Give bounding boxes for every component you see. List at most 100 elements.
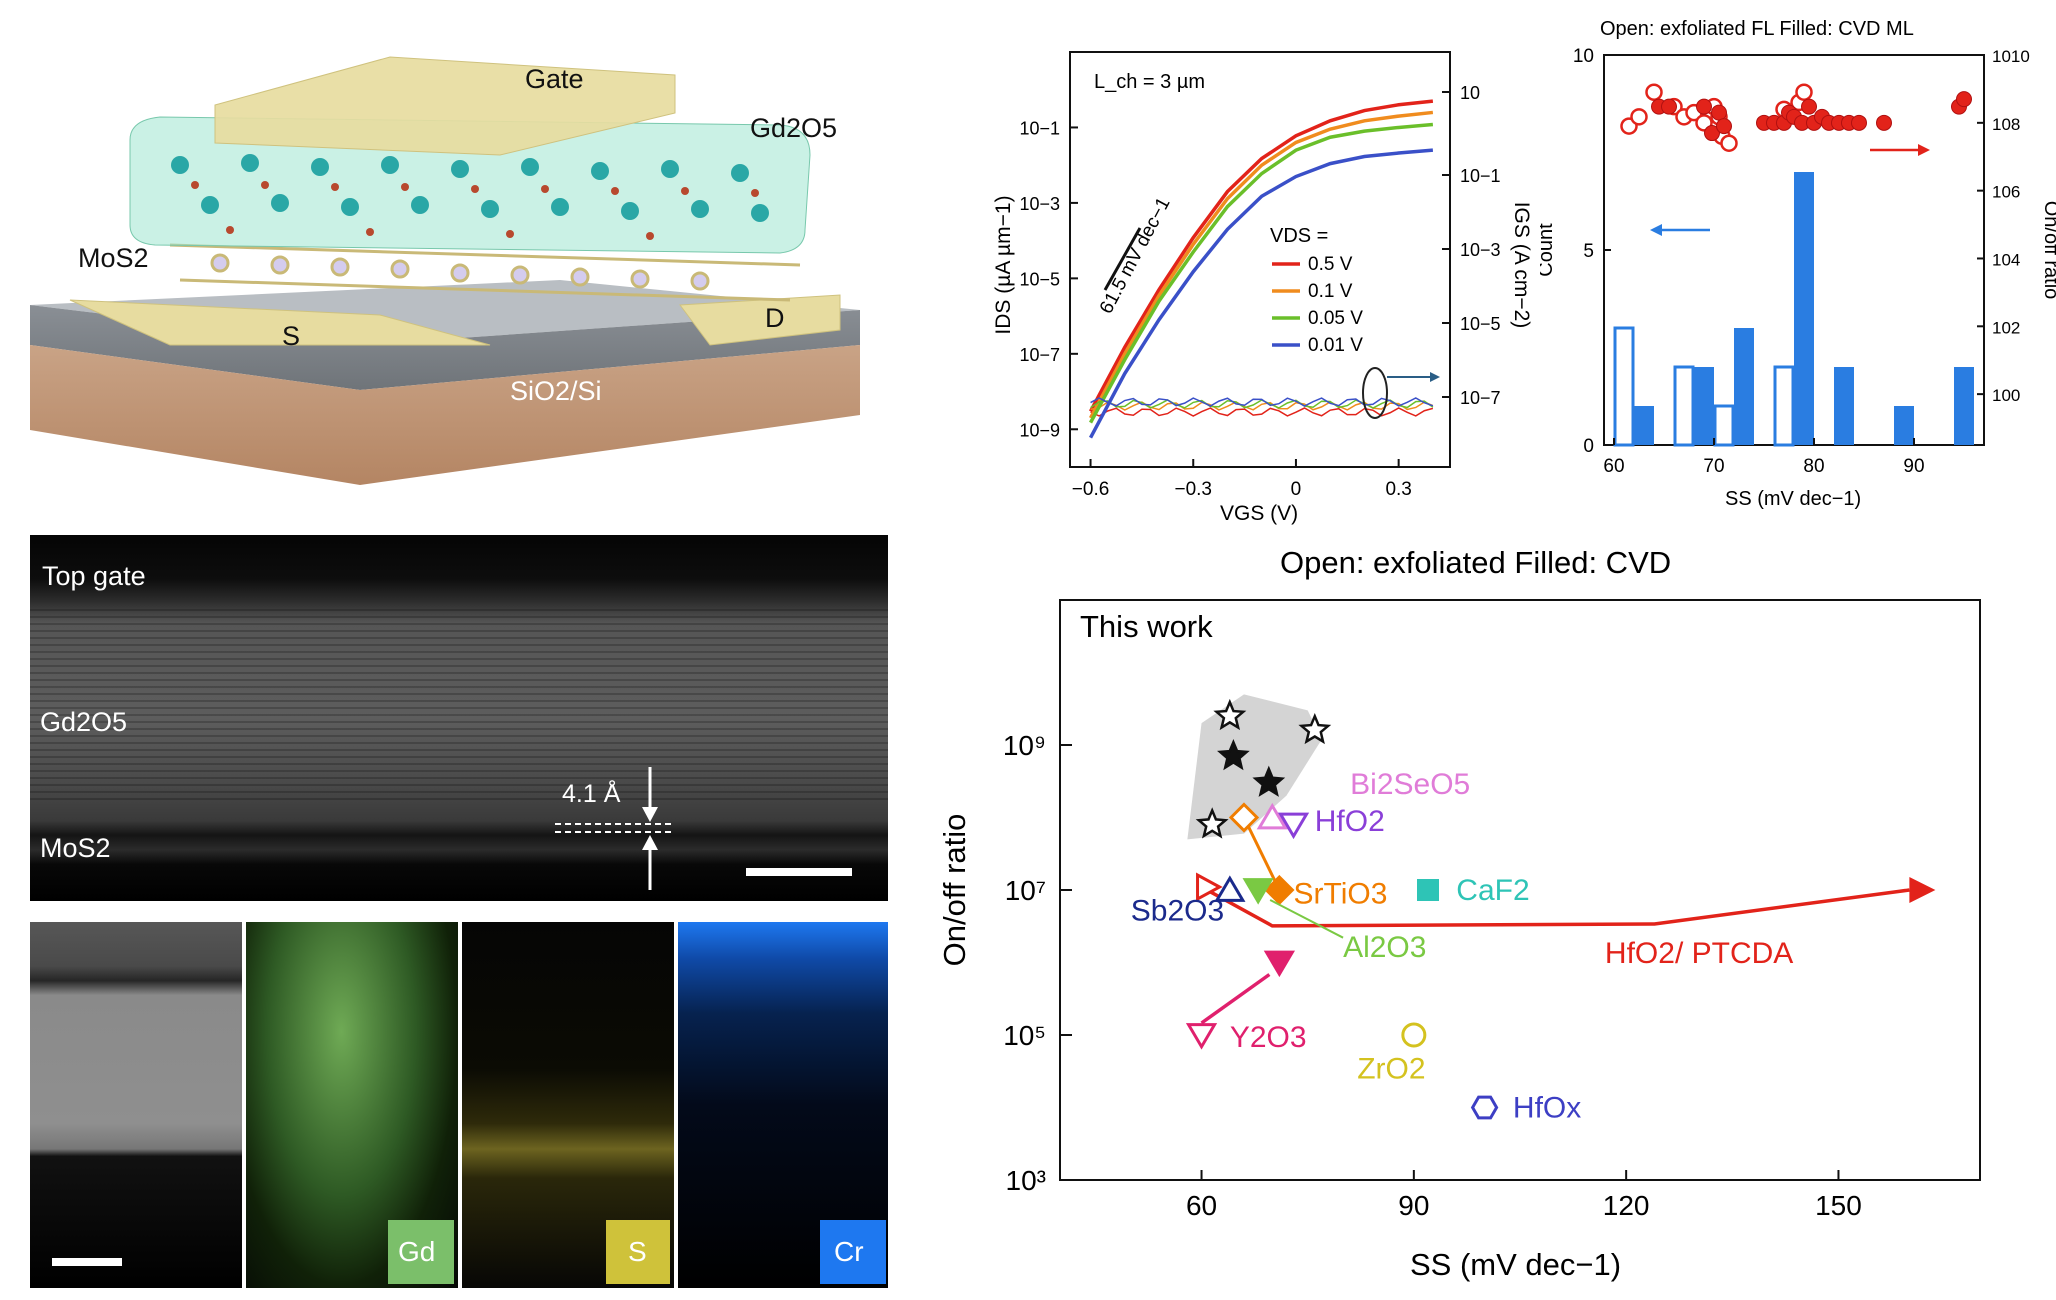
hist-bar-filled [1834, 367, 1854, 445]
substrate-oxide [30, 305, 860, 390]
hist-y2tick-label: 108 [1992, 115, 2020, 134]
eds-panel: Gd S Cr [30, 922, 888, 1288]
hist-y2label: On/off ratio [2040, 201, 2056, 300]
hist-bar-filled [1894, 406, 1914, 445]
bench-xlabel: SS (mV dec−1) [1410, 1247, 1621, 1282]
iv-series-line [1088, 110, 1434, 419]
hist-bar-open [1613, 326, 1635, 447]
hist-bar-filled [1694, 367, 1714, 445]
bench-xtick-label: 120 [1603, 1190, 1650, 1221]
bench-ptcda-arrowhead [1909, 877, 1936, 903]
iv-ytick-label: 10−3 [1019, 194, 1060, 214]
hist-ratio-point-filled [1696, 98, 1712, 115]
label-source: S [282, 321, 300, 351]
iv-legend-label: 0.5 V [1308, 254, 1353, 275]
bench-material-label: ZrO2 [1357, 1053, 1425, 1086]
hist-ratio-point-filled [1716, 118, 1732, 135]
schematic-panel: Gate Gd2O5 MoS2 S D SiO2/Si [20, 45, 900, 510]
tem-lattice-texture [30, 605, 888, 805]
bench-ytick-label: 10³ [1006, 1165, 1046, 1196]
bench-title: Open: exfoliated Filled: CVD [1280, 545, 1671, 580]
bench-y2o3-end [1263, 950, 1296, 978]
iv-gate-current-line [1090, 397, 1434, 407]
hist-y2tick-label: 104 [1992, 250, 2020, 269]
tem-label-channel: MoS2 [40, 833, 111, 863]
iv-ytick-label: 10−9 [1019, 420, 1060, 440]
hist-xlabel: SS (mV dec−1) [1725, 488, 1861, 510]
benchmark-panel: Open: exfoliated Filled: CVD This work 6… [937, 535, 2000, 1295]
iv-xtick-label: 0 [1291, 479, 1302, 500]
benchmark-chart: Open: exfoliated Filled: CVD This work 6… [937, 545, 1981, 1282]
bench-material-label: Al2O3 [1343, 931, 1426, 964]
iv-y2tick-label: 10−3 [1460, 240, 1501, 260]
hist-ratio-point-filled [1704, 125, 1720, 142]
iv-ytick-label: 10−1 [1019, 118, 1060, 138]
iv-legend-label: 0.01 V [1308, 335, 1363, 356]
label-mos2: MoS2 [78, 243, 149, 273]
tem-arrowhead-up [642, 835, 658, 850]
tem-scale-bar [746, 868, 852, 876]
hist-ylabel: Count [1540, 223, 1557, 277]
bench-material-label: HfOx [1513, 1092, 1581, 1125]
hist-ratio-point-filled [1851, 114, 1867, 131]
source-electrode [69, 299, 491, 346]
iv-annotation-length: L_ch = 3 µm [1094, 71, 1205, 93]
hist-right-arrowhead [1918, 144, 1930, 156]
eds-s-badge: S [606, 1220, 670, 1284]
mos2-lattice [169, 243, 801, 302]
bench-material-label: SrTiO3 [1294, 878, 1388, 911]
iv-xtick-label: −0.3 [1174, 479, 1212, 500]
tem-label-top-gate: Top gate [42, 561, 146, 591]
bench-caf2-marker [1417, 879, 1439, 901]
iv-gate-current-circle [1362, 367, 1388, 419]
device-schematic: Gate Gd2O5 MoS2 S D SiO2/Si [30, 56, 860, 485]
label-gd2o5: Gd2O5 [750, 113, 837, 143]
hist-ratio-point-open [1795, 83, 1813, 101]
bench-srtio3-filled [1264, 874, 1295, 906]
hist-bar-open [1713, 404, 1735, 447]
iv-annotation-slope: 61.5 mV dec−1 [1096, 194, 1175, 317]
bench-xtick-label: 90 [1398, 1190, 1429, 1221]
hist-xtick-label: 80 [1803, 456, 1824, 477]
iv-y2tick-label: 10−5 [1460, 314, 1501, 334]
iv-ytick-label: 10−7 [1019, 345, 1060, 365]
gd2o5-lattice [171, 154, 769, 222]
hist-left-arrowhead [1650, 224, 1662, 236]
histogram-panel: Open: exfoliated FL Filled: CVD ML 60 70 8… [1535, 0, 2056, 520]
bench-ytick-label: 10⁹ [1003, 730, 1046, 761]
iv-gate-current-line [1090, 407, 1434, 417]
eds-s-label: S [628, 1236, 647, 1267]
label-substrate: SiO2/Si [510, 376, 602, 406]
iv-y2label: IGS (A cm−2) [1510, 202, 1533, 329]
hist-ratio-point-filled [1711, 104, 1727, 121]
hist-xtick-label: 90 [1903, 456, 1924, 477]
bench-al2o3-leader [1269, 899, 1344, 939]
bench-hfo2-marker [1277, 812, 1310, 840]
bench-xtick-label: 150 [1815, 1190, 1862, 1221]
tem-label-oxide: Gd2O5 [40, 707, 128, 737]
bench-zro2-marker [1401, 1022, 1427, 1048]
hist-ratio-point-open [1630, 108, 1648, 126]
bench-y2o3-start [1185, 1023, 1218, 1050]
tem-image: Top gate Gd2O5 4.1 Å MoS2 [30, 535, 888, 901]
bench-srtio3-link [1242, 816, 1281, 891]
hist-ratio-point-filled [1876, 114, 1892, 131]
bench-hfox-marker [1470, 1095, 1499, 1120]
label-gate: Gate [525, 64, 584, 94]
tem-arrowhead-down [642, 807, 658, 822]
hist-bar-filled [1954, 367, 1974, 445]
hist-xtick-label: 70 [1703, 456, 1724, 477]
bench-ptcda-arrow-line [1200, 885, 1910, 928]
iv-y2tick-label: 10 [1460, 83, 1480, 103]
bench-ptcda-start-marker [1196, 872, 1223, 902]
hist-y2tick-label: 100 [1992, 386, 2020, 405]
eds-haadf-image [30, 922, 242, 1288]
bench-this-work-star-open [1298, 712, 1332, 745]
iv-y2tick-label: 10−7 [1460, 388, 1501, 408]
hist-ratio-point-open [1645, 83, 1663, 101]
transfer-curve-panel: −0.6 −0.3 0 0.3 10−9 10−7 10−5 10−3 10−1 10−7 10−5… [980, 20, 1550, 530]
iv-xtick-label: −0.6 [1072, 479, 1110, 500]
bench-this-work-star-open [1213, 698, 1247, 731]
iv-series-line [1088, 99, 1434, 413]
bench-annotation: This work [1080, 609, 1213, 644]
